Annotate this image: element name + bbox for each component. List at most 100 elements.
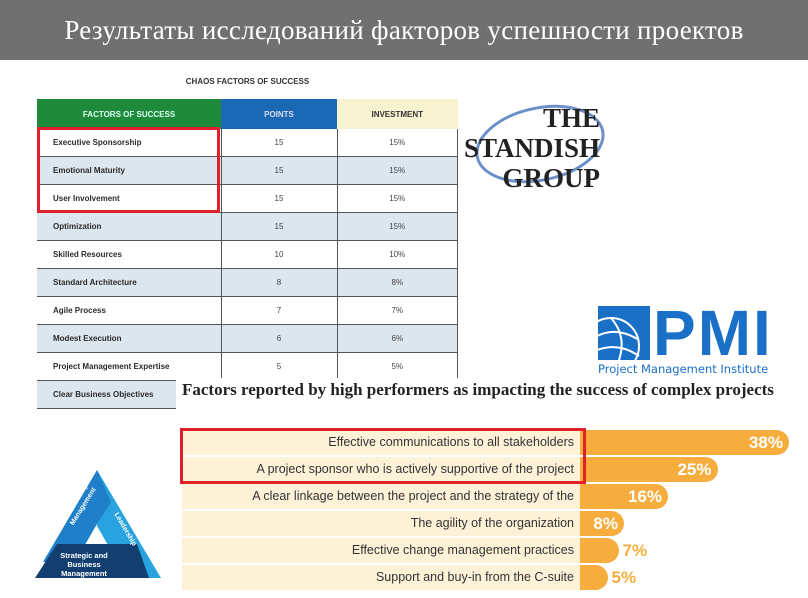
chaos-table-title: CHAOS FACTORS OF SUCCESS [185,77,310,86]
table-row: Agile Process 7 7% [37,296,458,325]
factor-cell: Optimization [37,212,222,241]
header-points: POINTS [221,99,337,129]
factor-cell: Emotional Maturity [37,156,222,185]
chart-highlight-box [180,428,586,484]
investment-cell: 15% [337,156,458,185]
standish-line-2: STANDISH [463,133,600,163]
triangle-strategic: Strategic and Business Management [60,551,108,578]
chart-bar [580,511,624,536]
table-highlight-box [37,127,220,213]
chart-category-label: The agility of the organization [182,511,580,536]
investment-cell: 6% [337,324,458,353]
table-row: Emotional Maturity 15 15% [37,156,458,185]
points-cell: 15 [221,212,338,241]
table-row: User Involvement 15 15% [37,184,458,213]
investment-cell: 10% [337,240,458,269]
points-cell: 15 [221,184,338,213]
points-text: 15 [274,222,284,231]
table-row: Project Management Expertise 5 5% [37,352,458,381]
slide-title: Результаты исследований факторов успешно… [0,0,808,60]
table-row: Modest Execution 6 6% [37,324,458,353]
factor-text: Emotional Maturity [53,166,126,175]
table-row: Standard Architecture 8 8% [37,268,458,297]
factor-text: User Involvement [53,194,120,203]
factor-text: Standard Architecture [53,278,137,287]
investment-cell: 15% [337,212,458,241]
investment-text: 15% [389,166,406,175]
table-row: Optimization 15 15% [37,212,458,241]
chart-value-label: 25% [677,460,712,479]
chart-bar [580,430,789,455]
points-text: 10 [274,250,284,259]
investment-cell: 15% [337,129,458,157]
factor-text: Project Management Expertise [53,362,170,371]
chart-category-label: Effective change management practices [182,538,580,563]
chart-category-label: A project sponsor who is actively suppor… [182,457,580,482]
chart-value-label: 8% [593,514,618,533]
chart-value-label: 38% [748,433,783,452]
investment-cell: 8% [337,268,458,297]
header-investment: INVESTMENT [337,99,458,129]
points-cell: 6 [221,324,338,353]
points-text: 5 [276,362,282,371]
points-text: 15 [274,166,284,175]
investment-text: 8% [391,278,404,287]
investment-text: 15% [389,138,406,147]
factor-text: Skilled Resources [53,250,122,259]
chart-category-label: Effective communications to all stakehol… [182,430,580,455]
factor-cell: Project Management Expertise [37,352,222,381]
factor-text: Optimization [53,222,102,231]
factor-text: Modest Execution [53,334,122,343]
factor-cell: Skilled Resources [37,240,222,269]
talent-triangle-logo: Strategic and Business Management Techni… [33,466,163,580]
chart-bar [580,457,718,482]
factor-text: Clear Business Objectives [53,390,154,399]
points-text: 7 [276,306,282,315]
pmi-letters: PMI [653,306,773,360]
pmi-logo: PMI Project Management Institute [597,306,802,378]
chart-title: Factors reported by high performers as i… [180,380,782,400]
header-factors: FACTORS OF SUCCESS [37,99,221,129]
standish-group-logo: THE STANDISH GROUP [464,100,608,196]
points-text: 8 [276,278,282,287]
investment-text: 15% [389,194,406,203]
points-cell: 15 [221,156,338,185]
chart-category-label: A clear linkage between the project and … [182,484,580,528]
factor-cell: Agile Process [37,296,222,325]
investment-cell: 7% [337,296,458,325]
standish-swoosh-icon [475,104,605,184]
chart-bar [580,484,668,509]
investment-text: 15% [389,222,406,231]
chart-bar [580,565,608,590]
investment-cell: 15% [337,184,458,213]
points-text: 6 [276,334,282,343]
points-text: 15 [274,194,284,203]
chart-value-label: 5% [611,568,637,587]
points-cell: 8 [221,268,338,297]
chaos-table: FACTORS OF SUCCESS POINTS INVESTMENT Exe… [37,99,458,409]
investment-text: 5% [391,362,404,371]
chart-category-label: Support and buy-in from the C-suite [182,565,580,590]
investment-text: 6% [391,334,404,343]
investment-cell: 5% [337,352,458,381]
standish-line-1: THE [542,103,600,133]
points-cell: 5 [221,352,338,381]
chart-value-label: 7% [622,541,648,560]
triangle-shape-icon [35,470,161,578]
factor-cell: Modest Execution [37,324,222,353]
factor-text: Agile Process [53,306,106,315]
factor-text: Executive Sponsorship [53,138,142,147]
points-cell: 7 [221,296,338,325]
chart-bar [580,538,619,563]
factor-cell: User Involvement [37,184,222,213]
table-row: Executive Sponsorship 15 15% [37,129,458,157]
standish-line-3: GROUP [502,163,601,193]
points-cell: 15 [221,129,338,157]
factor-cell: Executive Sponsorship [37,129,222,157]
chart-value-label: 16% [627,487,662,506]
pmi-name: Project Management Institute [598,362,769,376]
globe-icon [597,306,650,360]
investment-text: 10% [389,250,406,259]
investment-text: 7% [391,306,404,315]
points-cell: 10 [221,240,338,269]
